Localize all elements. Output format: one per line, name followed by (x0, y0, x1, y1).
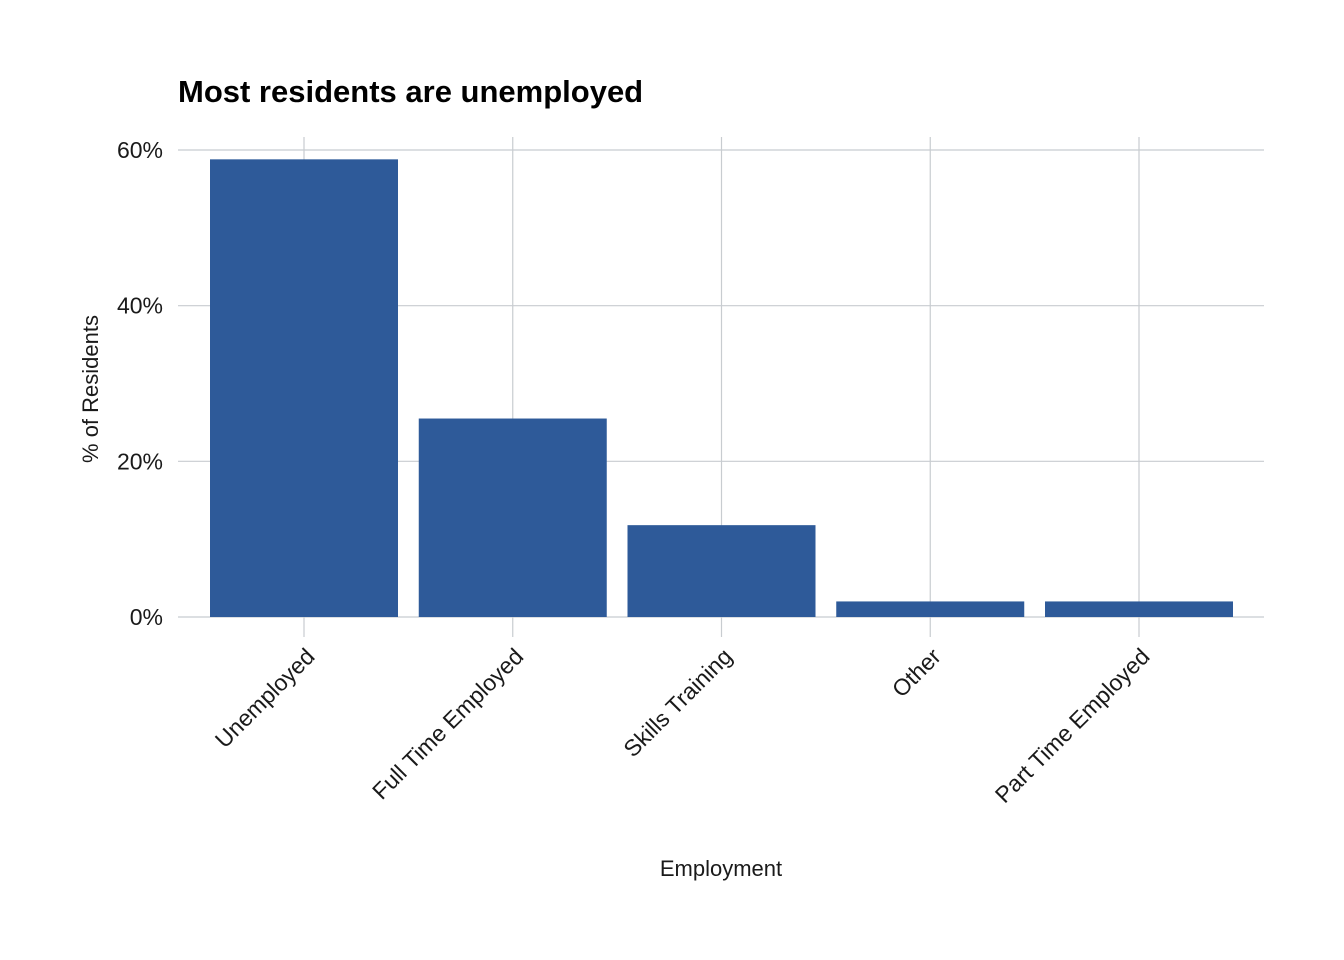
x-tick-label: Part Time Employed (990, 643, 1155, 808)
bar (628, 525, 816, 617)
bar (419, 419, 607, 617)
x-axis-label: Employment (660, 856, 782, 881)
x-axis-ticks: Unemployed Full Time Employed Skills Train… (210, 643, 1155, 808)
bar (1045, 601, 1233, 617)
bar (836, 601, 1024, 617)
x-tick-label: Full Time Employed (367, 643, 528, 804)
chart-title: Most residents are unemployed (178, 74, 643, 109)
x-tick-label: Skills Training (618, 643, 737, 762)
y-tick-label: 0% (130, 604, 163, 630)
y-tick-label: 60% (117, 137, 163, 163)
y-tick-label: 20% (117, 448, 163, 474)
y-axis-ticks: 0% 20% 40% 60% (117, 137, 163, 630)
bar (210, 159, 398, 617)
y-axis-label: % of Residents (78, 315, 103, 463)
x-tick-label: Other (887, 643, 946, 702)
x-tick-label: Unemployed (210, 643, 320, 753)
y-tick-label: 40% (117, 293, 163, 319)
